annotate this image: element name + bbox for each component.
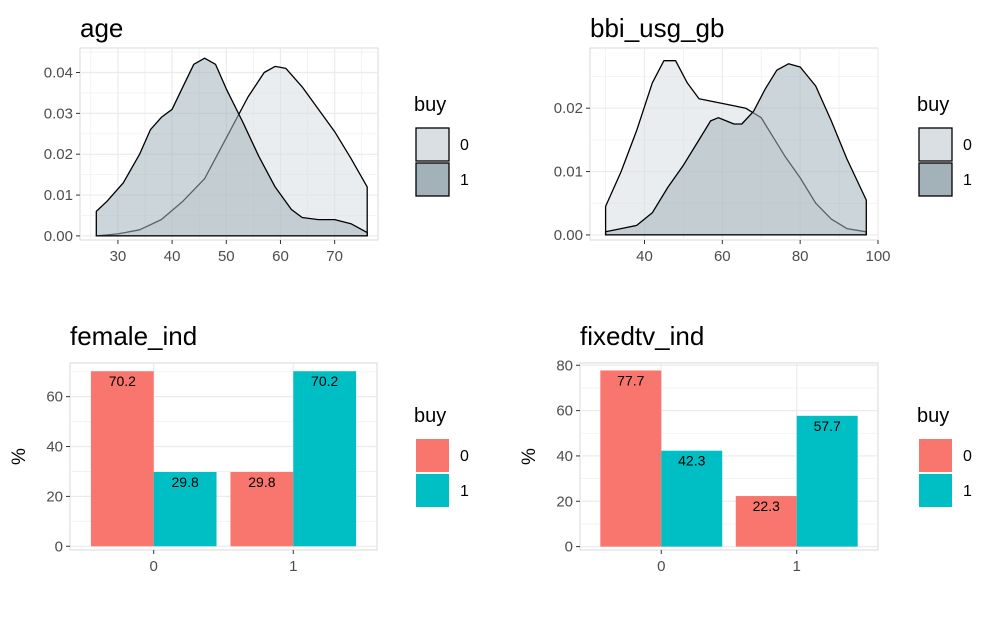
x-tick-label: 0 xyxy=(657,558,665,575)
legend-label-1: 1 xyxy=(963,483,972,500)
legend-label-1: 1 xyxy=(460,483,469,500)
bar-1-series-0 xyxy=(230,471,294,547)
x-tick-label: 100 xyxy=(865,248,890,265)
data-label: 42.3 xyxy=(678,453,705,469)
data-label: 29.8 xyxy=(248,474,275,490)
y-tick-label: 0.04 xyxy=(44,65,73,82)
legend-key-0 xyxy=(918,127,953,162)
chart-title: fixedtv_ind xyxy=(580,321,704,351)
y-tick-label: 0.02 xyxy=(44,146,73,163)
legend-key-0 xyxy=(415,127,450,162)
legend-key-1 xyxy=(416,474,449,507)
x-tick-label: 1 xyxy=(793,558,801,575)
x-tick-label: 0 xyxy=(150,558,158,575)
y-tick-label: 0 xyxy=(55,538,63,555)
x-tick-label: 70 xyxy=(326,248,343,265)
y-axis-label: % xyxy=(9,448,30,465)
legend-key-1 xyxy=(918,162,953,197)
legend: buy 0 1 xyxy=(917,94,972,197)
x-tick-label: 50 xyxy=(218,248,235,265)
bar-0-series-0 xyxy=(90,371,154,547)
x-tick-label: 60 xyxy=(714,248,731,265)
x-tick-label: 30 xyxy=(110,248,127,265)
legend-label-0: 0 xyxy=(460,137,469,154)
y-tick-label: 0.01 xyxy=(554,164,583,181)
data-label: 22.3 xyxy=(753,498,780,514)
legend-title: buy xyxy=(414,405,446,427)
legend-label-0: 0 xyxy=(963,448,972,465)
x-tick-label: 40 xyxy=(164,248,181,265)
y-tick-label: 80 xyxy=(556,357,573,374)
legend-key-1 xyxy=(415,162,450,197)
y-tick-label: 0.03 xyxy=(44,105,73,122)
chart-title: age xyxy=(80,13,123,43)
legend: buy 0 1 xyxy=(414,405,469,507)
y-tick-label: 20 xyxy=(556,493,573,510)
density-series-1 xyxy=(95,57,368,237)
x-tick-label: 60 xyxy=(272,248,289,265)
x-tick-label: 40 xyxy=(636,248,653,265)
legend-label-1: 1 xyxy=(460,172,469,189)
panel-1: bbi_usg_gb 40 60 80 100 0.00 0.01 0.02 xyxy=(554,13,891,265)
bar-0-series-1 xyxy=(661,450,723,547)
y-tick-label: 0.00 xyxy=(554,227,583,244)
chart-title: bbi_usg_gb xyxy=(590,13,724,43)
legend-title: buy xyxy=(414,94,446,116)
y-tick-label: 0.01 xyxy=(44,187,73,204)
density-series-1 xyxy=(604,63,867,236)
y-tick-label: 0 xyxy=(565,539,573,556)
y-tick-label: 20 xyxy=(46,488,63,505)
data-label: 70.2 xyxy=(109,373,136,389)
data-label: 29.8 xyxy=(172,474,199,490)
data-label: 57.7 xyxy=(814,418,841,434)
legend: buy 0 1 xyxy=(917,405,972,507)
panel-0: age 30 40 50 60 70 0.00 0.01 0.02 0.03 0.04 xyxy=(44,13,379,265)
x-tick-label: 80 xyxy=(792,248,809,265)
y-tick-label: 0.00 xyxy=(44,228,73,245)
legend-key-0 xyxy=(919,439,952,472)
legend-key-1 xyxy=(919,474,952,507)
legend-key-0 xyxy=(416,439,449,472)
x-tick-label: 1 xyxy=(289,558,297,575)
y-tick-label: 60 xyxy=(556,403,573,420)
bar-1-series-0 xyxy=(735,496,797,547)
y-tick-label: 40 xyxy=(556,448,573,465)
y-tick-label: 0.02 xyxy=(554,100,583,117)
bar-1-series-1 xyxy=(796,415,858,547)
legend-label-1: 1 xyxy=(963,172,972,189)
bar-0-series-1 xyxy=(153,471,217,547)
bar-1-series-1 xyxy=(293,371,357,547)
legend-label-0: 0 xyxy=(963,137,972,154)
legend-title: buy xyxy=(917,94,949,116)
data-label: 70.2 xyxy=(311,373,338,389)
chart-title: female_ind xyxy=(70,321,197,351)
y-tick-label: 40 xyxy=(46,439,63,456)
legend: buy 0 1 xyxy=(414,94,469,197)
y-tick-label: 60 xyxy=(46,389,63,406)
y-axis-label: % xyxy=(519,448,540,465)
data-label: 77.7 xyxy=(617,372,644,388)
bar-0-series-0 xyxy=(600,370,662,547)
legend-label-0: 0 xyxy=(460,448,469,465)
legend-title: buy xyxy=(917,405,949,427)
